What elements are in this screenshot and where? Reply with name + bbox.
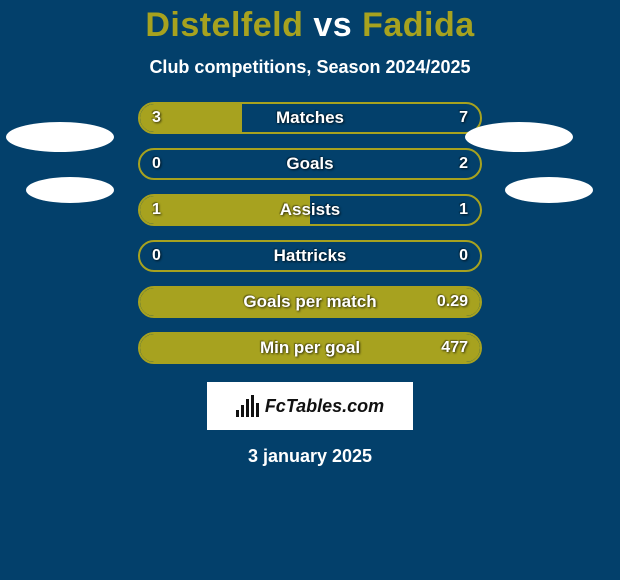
stat-value-right: 2 xyxy=(459,155,468,173)
stat-row: 3 7 Matches xyxy=(138,102,482,134)
page-title: Distelfeld vs Fadida xyxy=(0,6,620,45)
stat-label: Min per goal xyxy=(260,338,360,358)
stat-value-right: 7 xyxy=(459,109,468,127)
brand-bar-icon xyxy=(246,399,249,417)
stat-value-right: 1 xyxy=(459,201,468,219)
title-left-player: Distelfeld xyxy=(145,6,303,44)
comparison-infographic: Distelfeld vs Fadida Club competitions, … xyxy=(0,0,620,580)
right-decoration-oval xyxy=(465,122,573,152)
title-right-player: Fadida xyxy=(362,6,475,44)
stat-row: 0.29 Goals per match xyxy=(138,286,482,318)
stat-label: Goals xyxy=(286,154,333,174)
brand-bar-icon xyxy=(251,395,254,417)
stat-row: 1 1 Assists xyxy=(138,194,482,226)
left-decoration-oval xyxy=(6,122,114,152)
stat-label: Matches xyxy=(276,108,344,128)
stat-value-left: 1 xyxy=(152,201,161,219)
brand-badge: FcTables.com xyxy=(207,382,413,430)
stat-value-left: 0 xyxy=(152,155,161,173)
stat-value-right: 0.29 xyxy=(437,293,468,311)
subtitle: Club competitions, Season 2024/2025 xyxy=(0,57,620,78)
date-text: 3 january 2025 xyxy=(0,446,620,467)
stat-value-right: 477 xyxy=(441,339,468,357)
left-decoration-oval xyxy=(26,177,114,203)
brand-bar-icon xyxy=(241,405,244,417)
stat-value-right: 0 xyxy=(459,247,468,265)
stat-label: Goals per match xyxy=(243,292,376,312)
stat-label: Hattricks xyxy=(274,246,347,266)
stat-row: 0 2 Goals xyxy=(138,148,482,180)
stat-row: 0 0 Hattricks xyxy=(138,240,482,272)
brand-bar-icon xyxy=(236,410,239,417)
stat-value-left: 0 xyxy=(152,247,161,265)
brand-bars-icon xyxy=(236,395,259,417)
brand-text: FcTables.com xyxy=(265,396,384,417)
stat-label: Assists xyxy=(280,200,340,220)
right-decoration-oval xyxy=(505,177,593,203)
brand-bar-icon xyxy=(256,403,259,417)
stat-row: 477 Min per goal xyxy=(138,332,482,364)
stat-value-left: 3 xyxy=(152,109,161,127)
title-vs: vs xyxy=(313,6,352,44)
